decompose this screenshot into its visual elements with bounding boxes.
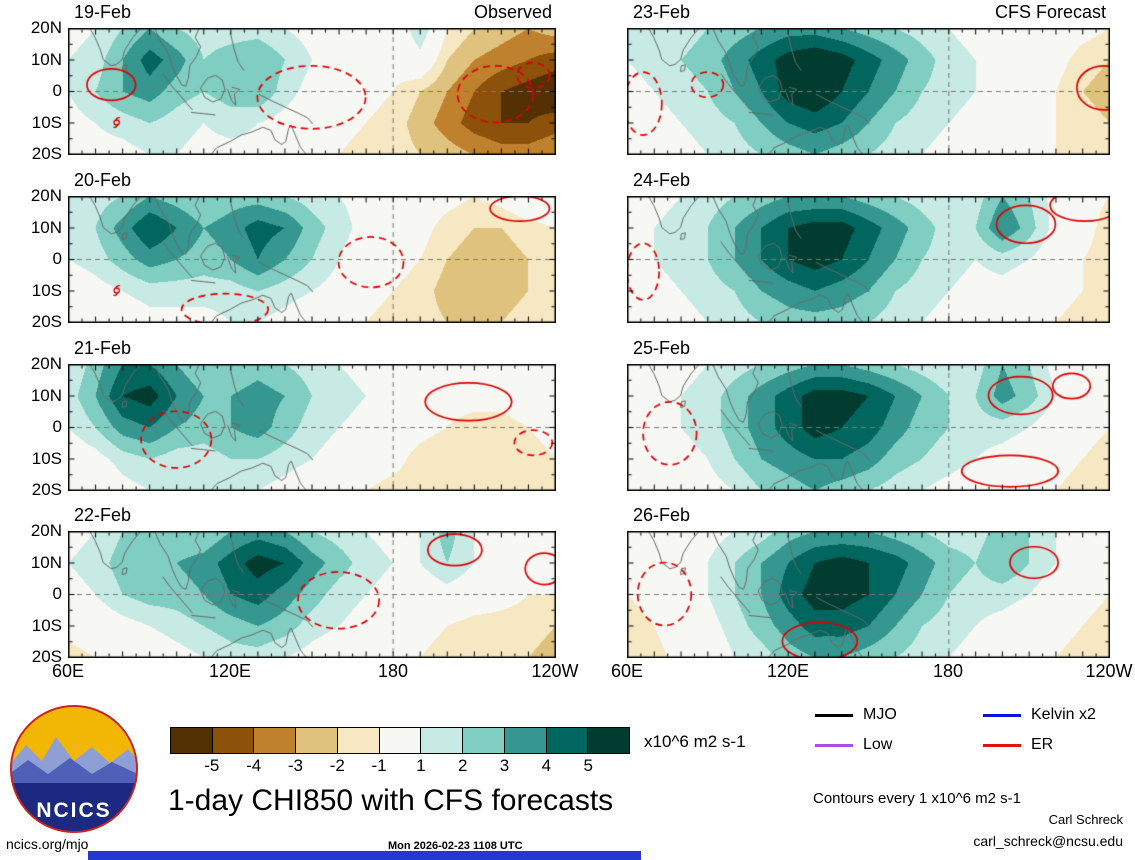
y-axis-label: 0 bbox=[52, 417, 62, 436]
y-axis-label: 10N bbox=[30, 50, 62, 69]
ncics-logo-text: NCICS bbox=[36, 799, 111, 822]
panel-map-26-Feb bbox=[627, 531, 1110, 658]
colorbar-cell bbox=[545, 728, 588, 753]
y-axis-label: 10N bbox=[30, 386, 62, 405]
colorbar-tick-label: -2 bbox=[329, 756, 345, 775]
x-axis-label: 120W bbox=[531, 661, 579, 681]
y-axis-label: 0 bbox=[52, 249, 62, 268]
legend-line-sample bbox=[983, 713, 1021, 717]
x-axis-label: 60E bbox=[610, 661, 644, 681]
x-axis-label: 180 bbox=[932, 661, 964, 681]
colorbar-cell bbox=[336, 728, 379, 753]
y-axis-label: 0 bbox=[52, 584, 62, 603]
panel-map-25-Feb bbox=[627, 364, 1110, 491]
x-axis-label: 180 bbox=[377, 661, 409, 681]
legend-label: Low bbox=[863, 736, 893, 753]
panel-map-21-Feb bbox=[68, 364, 556, 491]
y-axis-label: 20N bbox=[30, 354, 62, 373]
y-axis-label: 20S bbox=[31, 480, 62, 499]
panel-date-label: 19-Feb bbox=[74, 2, 132, 22]
legend-label: Kelvin x2 bbox=[1031, 706, 1096, 723]
panel-date-label: 23-Feb bbox=[633, 2, 691, 22]
ncics-logo: NCICS bbox=[10, 705, 138, 833]
colorbar-tick-label: -1 bbox=[371, 756, 387, 775]
y-axis-label: 20N bbox=[30, 521, 62, 540]
y-axis-label: 10N bbox=[30, 553, 62, 572]
colorbar-tick-label: 4 bbox=[541, 756, 552, 775]
panel-date-label: 20-Feb bbox=[74, 170, 132, 190]
y-axis-label: 10S bbox=[31, 616, 62, 635]
colorbar-cell bbox=[587, 728, 630, 753]
colorbar bbox=[170, 727, 630, 754]
colorbar-tick-label: -4 bbox=[246, 756, 262, 775]
wave-legend: MJO Kelvin x2 Low ER bbox=[815, 706, 1125, 754]
x-axis-label: 60E bbox=[51, 661, 85, 681]
column-title: Observed bbox=[473, 2, 552, 22]
generation-timestamp: Mon 2026-02-23 1108 UTC bbox=[388, 840, 523, 852]
figure-title: 1-day CHI850 with CFS forecasts bbox=[168, 784, 614, 817]
colorbar-cell bbox=[420, 728, 463, 753]
colorbar-cell bbox=[253, 728, 296, 753]
colorbar-cell bbox=[295, 728, 337, 753]
legend-item-mjo: MJO bbox=[815, 706, 983, 724]
colorbar-cell bbox=[462, 728, 504, 753]
bottom-bar bbox=[88, 851, 641, 860]
panel-map-19-Feb bbox=[68, 28, 556, 155]
y-axis-label: 10S bbox=[31, 281, 62, 300]
x-axis-label: 120E bbox=[766, 661, 810, 681]
colorbar-tick-label: 5 bbox=[583, 756, 593, 775]
legend-item-er: ER bbox=[983, 736, 1125, 754]
colorbar-cell bbox=[211, 728, 254, 753]
y-axis-label: 10S bbox=[31, 113, 62, 132]
y-axis-label: 20N bbox=[30, 186, 62, 205]
column-title: CFS Forecast bbox=[994, 2, 1106, 22]
colorbar-cell bbox=[503, 728, 546, 753]
colorbar-tick-label: -3 bbox=[287, 756, 304, 775]
panel-date-label: 26-Feb bbox=[633, 505, 691, 525]
y-axis-label: 10N bbox=[30, 218, 62, 237]
x-axis-label: 120E bbox=[208, 661, 252, 681]
legend-line-sample bbox=[815, 713, 853, 717]
colorbar-cell bbox=[171, 728, 212, 753]
y-axis-label: 20N bbox=[30, 18, 62, 37]
colorbar-tick-label: 2 bbox=[457, 756, 468, 775]
colorbar-unit-label: x10^6 m2 s-1 bbox=[644, 732, 746, 751]
y-axis-label: 10S bbox=[31, 449, 62, 468]
y-axis-label: 20S bbox=[31, 647, 62, 666]
y-axis-label: 20S bbox=[31, 312, 62, 331]
panel-map-24-Feb bbox=[627, 196, 1110, 323]
panel-date-label: 25-Feb bbox=[633, 338, 691, 358]
legend-label: ER bbox=[1031, 736, 1054, 753]
legend-item-low: Low bbox=[815, 736, 983, 754]
panel-date-label: 24-Feb bbox=[633, 170, 691, 190]
author-credit: Carl Schreck bbox=[1048, 812, 1123, 827]
y-axis-label: 20S bbox=[31, 144, 62, 163]
contour-interval-note: Contours every 1 x10^6 m2 s-1 bbox=[813, 790, 1021, 807]
author-email: carl_schreck@ncsu.edu bbox=[973, 833, 1123, 849]
legend-line-sample bbox=[815, 743, 853, 747]
legend-line-sample bbox=[983, 743, 1021, 747]
x-axis-label: 120W bbox=[1085, 661, 1133, 681]
colorbar-tick-label: 1 bbox=[416, 756, 426, 775]
site-link-text: ncics.org/mjo bbox=[6, 836, 89, 852]
colorbar-tick-label: -5 bbox=[204, 756, 220, 775]
colorbar-cell bbox=[378, 728, 421, 753]
colorbar-tick-label: 3 bbox=[499, 756, 510, 775]
y-axis-label: 0 bbox=[52, 81, 62, 100]
panel-map-23-Feb bbox=[627, 28, 1110, 155]
legend-label: MJO bbox=[863, 706, 897, 723]
panel-map-20-Feb bbox=[68, 196, 556, 323]
legend-item-kelvin-x2: Kelvin x2 bbox=[983, 706, 1125, 724]
panel-map-22-Feb bbox=[68, 531, 556, 658]
panel-date-label: 22-Feb bbox=[74, 505, 132, 525]
colorbar-labels: -5 -4 -3 -2 -1 1 2 3 4 5 bbox=[170, 756, 630, 776]
panel-date-label: 21-Feb bbox=[74, 338, 132, 358]
